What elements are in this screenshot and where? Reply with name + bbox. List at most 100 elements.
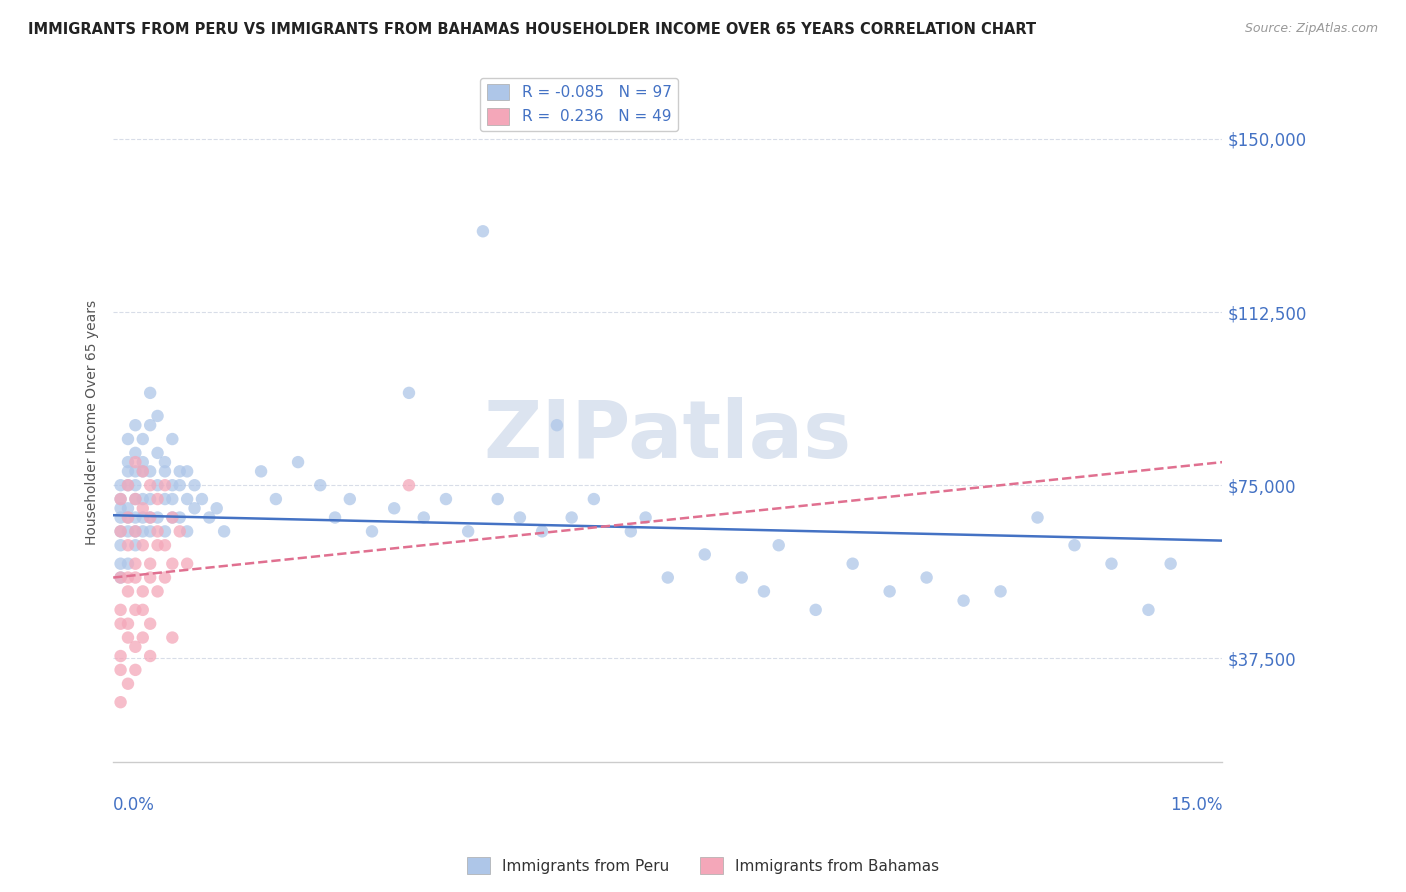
Point (132, 510, 155, 524)
Point (693, 548, 716, 562)
Point (176, 491, 198, 506)
Point (110, 491, 132, 506)
Point (117, 584, 139, 599)
Point (153, 464, 176, 478)
Point (952, 593, 974, 607)
Text: 0.0%: 0.0% (114, 797, 155, 814)
Y-axis label: Householder Income Over 65 years: Householder Income Over 65 years (86, 301, 100, 545)
Point (146, 491, 169, 506)
Point (1160, 557, 1182, 571)
Point (124, 478, 146, 492)
Point (382, 501, 405, 516)
Point (117, 478, 139, 492)
Point (752, 584, 775, 599)
Point (124, 464, 146, 478)
Point (117, 570, 139, 584)
Point (132, 501, 155, 516)
Point (110, 524, 132, 539)
Point (176, 557, 198, 571)
Point (110, 603, 132, 617)
Point (169, 524, 191, 539)
Point (620, 524, 643, 539)
Point (162, 631, 184, 645)
Point (915, 570, 938, 584)
Point (153, 455, 176, 469)
Point (117, 478, 139, 492)
Point (124, 557, 146, 571)
Point (471, 224, 494, 238)
Point (434, 491, 457, 506)
Point (146, 510, 169, 524)
Point (132, 631, 155, 645)
Point (139, 616, 162, 631)
Point (361, 524, 384, 539)
Point (139, 418, 162, 433)
Point (1137, 603, 1160, 617)
Point (117, 677, 139, 691)
Point (139, 524, 162, 539)
Point (132, 538, 155, 552)
Point (139, 510, 162, 524)
Point (132, 464, 155, 478)
Point (117, 501, 139, 516)
Point (124, 570, 146, 584)
Point (117, 464, 139, 478)
Point (531, 524, 554, 539)
Point (198, 510, 221, 524)
Point (132, 464, 155, 478)
Point (124, 663, 146, 677)
Point (162, 510, 184, 524)
Point (205, 501, 228, 516)
Point (110, 524, 132, 539)
Point (146, 446, 169, 460)
Point (132, 584, 155, 599)
Point (110, 570, 132, 584)
Point (183, 501, 205, 516)
Point (117, 510, 139, 524)
Point (657, 570, 679, 584)
Point (117, 616, 139, 631)
Point (162, 510, 184, 524)
Point (117, 432, 139, 446)
Point (139, 510, 162, 524)
Point (153, 491, 176, 506)
Legend: Immigrants from Peru, Immigrants from Bahamas: Immigrants from Peru, Immigrants from Ba… (461, 851, 945, 880)
Point (110, 570, 132, 584)
Point (169, 510, 191, 524)
Point (582, 491, 605, 506)
Point (546, 418, 568, 433)
Point (146, 538, 169, 552)
Point (457, 524, 479, 539)
Point (124, 455, 146, 469)
Point (124, 603, 146, 617)
Point (398, 478, 420, 492)
Point (169, 464, 191, 478)
Point (139, 491, 162, 506)
Point (139, 478, 162, 492)
Point (731, 570, 754, 584)
Point (110, 510, 132, 524)
Point (398, 385, 420, 400)
Point (146, 584, 169, 599)
Point (110, 663, 132, 677)
Point (879, 584, 901, 599)
Point (1101, 557, 1123, 571)
Point (153, 478, 176, 492)
Legend: R = -0.085   N = 97, R =  0.236   N = 49: R = -0.085 N = 97, R = 0.236 N = 49 (481, 78, 678, 131)
Point (132, 455, 155, 469)
Point (110, 648, 132, 663)
Point (250, 464, 273, 478)
Point (110, 478, 132, 492)
Point (124, 510, 146, 524)
Point (124, 418, 146, 433)
Point (561, 510, 583, 524)
Point (124, 491, 146, 506)
Point (117, 524, 139, 539)
Point (162, 491, 184, 506)
Point (110, 538, 132, 552)
Point (990, 584, 1012, 599)
Point (132, 524, 155, 539)
Point (132, 603, 155, 617)
Point (323, 510, 346, 524)
Point (1026, 510, 1049, 524)
